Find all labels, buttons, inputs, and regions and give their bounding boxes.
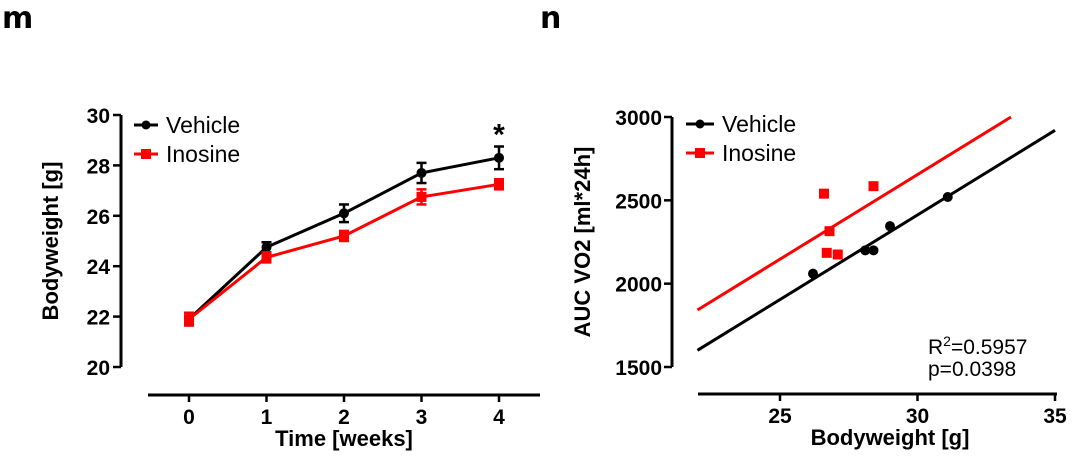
legend-marker-vehicle-circle-icon xyxy=(695,119,705,129)
y-ticks: 20 22 24 26 28 30 xyxy=(87,105,121,380)
x-tick-label: 30 xyxy=(906,405,929,428)
regression-line-inosine xyxy=(696,115,1012,312)
legend-label-inosine: Inosine xyxy=(166,141,240,167)
data-point xyxy=(494,179,504,190)
plot-area xyxy=(696,115,1056,352)
x-axis-title: Bodyweight [g] xyxy=(811,425,970,450)
data-point xyxy=(339,208,349,219)
panel-m-bodyweight-over-time: m 20 22 24 26 28 30 0 1 2 3 4 Bodyweight [g] Time… xyxy=(2,1,540,451)
panel-label-m: m xyxy=(2,1,33,36)
panel-label-n: n xyxy=(540,1,561,36)
y-tick-label: 24 xyxy=(87,256,111,279)
y-ticks: 1500 2000 2500 3000 xyxy=(615,107,672,380)
x-ticks: 0 1 2 3 4 xyxy=(183,395,505,429)
data-point xyxy=(808,268,818,279)
data-point xyxy=(860,245,871,256)
p-value-annotation: p=0.0398 xyxy=(928,358,1016,381)
x-tick-label: 25 xyxy=(768,405,792,428)
legend-marker-vehicle-circle-icon xyxy=(141,120,151,130)
legend-label-vehicle: Vehicle xyxy=(166,112,240,138)
x-tick-label: 35 xyxy=(1043,405,1067,428)
x-tick-label: 1 xyxy=(261,406,273,429)
x-tick-label: 4 xyxy=(493,406,505,429)
series-inosine xyxy=(696,115,1012,312)
data-point xyxy=(261,242,272,253)
data-point xyxy=(885,221,895,232)
legend: Vehicle Inosine xyxy=(134,112,240,167)
series-inosine xyxy=(184,178,504,327)
y-axis-title: AUC VO2 [ml*24h] xyxy=(570,147,595,338)
y-tick-label: 3000 xyxy=(615,107,662,130)
data-point xyxy=(416,167,427,178)
legend-label-inosine: Inosine xyxy=(722,140,796,166)
legend-marker-inosine-square-icon xyxy=(141,149,151,159)
regression-line-vehicle xyxy=(696,129,1056,352)
legend-marker-inosine-square-icon xyxy=(695,148,705,158)
y-tick-label: 2000 xyxy=(615,274,662,297)
y-tick-label: 30 xyxy=(87,105,110,128)
data-point xyxy=(824,226,835,237)
legend-item-vehicle: Vehicle xyxy=(134,112,240,138)
data-point xyxy=(832,249,843,260)
data-point xyxy=(821,247,832,258)
data-point xyxy=(261,252,272,263)
legend-label-vehicle: Vehicle xyxy=(722,111,796,137)
legend-item-inosine: Inosine xyxy=(134,141,240,167)
r-squared-superscript: 2 xyxy=(943,333,951,349)
data-point xyxy=(416,191,427,202)
r-squared-prefix: R xyxy=(928,336,943,359)
significance-asterisk: * xyxy=(493,119,505,152)
data-point xyxy=(942,192,953,202)
y-tick-label: 26 xyxy=(87,206,110,229)
y-axis-title: Bodyweight [g] xyxy=(38,162,63,321)
y-tick-label: 28 xyxy=(87,155,111,178)
y-tick-label: 1500 xyxy=(615,357,662,380)
series-vehicle xyxy=(696,129,1056,352)
r-squared-annotation: R2=0.5957 xyxy=(928,333,1027,359)
legend-item-inosine: Inosine xyxy=(686,140,796,166)
x-axis-title: Time [weeks] xyxy=(275,426,413,451)
data-point xyxy=(184,314,194,325)
x-tick-label: 3 xyxy=(416,406,428,429)
data-point xyxy=(494,152,504,163)
x-ticks: 25 30 35 xyxy=(768,394,1067,428)
y-tick-label: 2500 xyxy=(615,190,662,213)
legend: Vehicle Inosine xyxy=(686,111,796,166)
y-tick-label: 22 xyxy=(87,307,110,330)
plot-area xyxy=(184,145,504,327)
x-tick-label: 2 xyxy=(338,406,350,429)
data-point xyxy=(819,188,829,199)
data-point xyxy=(868,181,879,192)
panel-n-vo2-vs-bodyweight: n 1500 2000 2500 3000 25 30 35 AUC VO2 [ml*24… xyxy=(540,1,1067,450)
data-point xyxy=(868,245,879,256)
x-tick-label: 0 xyxy=(183,406,195,429)
r-squared-value: =0.5957 xyxy=(951,336,1028,359)
y-tick-label: 20 xyxy=(87,357,110,380)
data-point xyxy=(339,230,349,241)
legend-item-vehicle: Vehicle xyxy=(686,111,796,137)
